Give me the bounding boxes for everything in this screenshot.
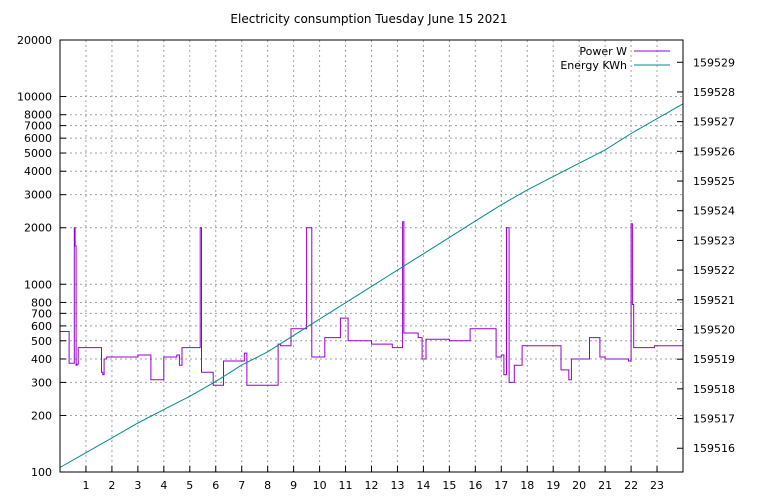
y-right-tick-label: 159522 <box>693 264 735 277</box>
y-left-tick-label: 5000 <box>24 147 52 160</box>
x-tick-label: 4 <box>160 479 167 492</box>
x-tick-label: 18 <box>520 479 534 492</box>
y-right-ticks: 159516 159517 159518 159519 159520 159521 1595… <box>677 56 735 455</box>
y-right-tick-label: 159519 <box>693 353 735 366</box>
y-right-tick-label: 159517 <box>693 413 735 426</box>
y-right-tick-label: 159526 <box>693 145 735 158</box>
y-left-tick-label: 300 <box>31 376 52 389</box>
y-left-tick-label: 600 <box>31 320 52 333</box>
y-left-tick-label: 6000 <box>24 132 52 145</box>
energy-series-line <box>59 103 684 468</box>
x-tick-label: 9 <box>290 479 297 492</box>
y-left-tick-label: 1000 <box>24 278 52 291</box>
y-left-tick-label: 700 <box>31 307 52 320</box>
y-right-tick-label: 159520 <box>693 323 735 336</box>
y-left-tick-label: 2000 <box>24 222 52 235</box>
x-tick-label: 1 <box>82 479 89 492</box>
power-series-line <box>60 221 683 386</box>
y-right-tick-label: 159529 <box>693 56 735 69</box>
x-tick-label: 11 <box>339 479 353 492</box>
y-left-tick-label: 3000 <box>24 189 52 202</box>
plot-frame <box>59 39 684 473</box>
y-left-tick-label: 8000 <box>24 109 52 122</box>
y-left-tick-label: 400 <box>31 353 52 366</box>
x-tick-label: 10 <box>313 479 327 492</box>
y-left-tick-label: 200 <box>31 409 52 422</box>
y-right-tick-label: 159521 <box>693 294 735 307</box>
chart-title: Electricity consumption Tuesday June 15 … <box>230 12 507 26</box>
x-tick-label: 8 <box>264 479 271 492</box>
y-right-tick-label: 159523 <box>693 234 735 247</box>
y-right-tick-label: 159525 <box>693 175 735 188</box>
x-tick-label: 6 <box>212 479 219 492</box>
y-right-tick-label: 159527 <box>693 116 735 129</box>
x-tick-label: 22 <box>624 479 638 492</box>
y-right-tick-label: 159518 <box>693 383 735 396</box>
y-left-tick-label: 500 <box>31 335 52 348</box>
x-tick-label: 23 <box>650 479 664 492</box>
x-tick-label: 15 <box>442 479 456 492</box>
y-left-tick-label: 10000 <box>17 91 52 104</box>
y-left-tick-label: 20000 <box>17 34 52 47</box>
x-tick-label: 14 <box>416 479 430 492</box>
x-tick-label: 20 <box>572 479 586 492</box>
y-right-tick-label: 159528 <box>693 86 735 99</box>
y-left-tick-label: 7000 <box>24 120 52 133</box>
x-tick-label: 17 <box>494 479 508 492</box>
series <box>59 103 684 468</box>
x-tick-label: 2 <box>108 479 115 492</box>
y-left-tick-label: 800 <box>31 296 52 309</box>
x-tick-label: 12 <box>365 479 379 492</box>
x-tick-label: 5 <box>186 479 193 492</box>
x-tick-label: 7 <box>238 479 245 492</box>
x-ticks: 1 2 3 4 5 6 7 8 9 10 11 12 13 14 15 16 17 18 19 20 21 22 23 <box>82 466 664 492</box>
x-tick-label: 13 <box>390 479 404 492</box>
legend: Power W Energy KWh <box>560 45 670 72</box>
legend-label-power: Power W <box>579 45 627 58</box>
x-tick-label: 19 <box>546 479 560 492</box>
x-tick-label: 16 <box>468 479 482 492</box>
legend-label-energy: Energy KWh <box>560 59 627 72</box>
grid <box>60 39 683 473</box>
y-right-tick-label: 159524 <box>693 205 735 218</box>
y-left-tick-label: 100 <box>31 466 52 479</box>
y-right-tick-label: 159516 <box>693 442 735 455</box>
x-tick-label: 21 <box>598 479 612 492</box>
x-tick-label: 3 <box>134 479 141 492</box>
y-left-tick-label: 4000 <box>24 165 52 178</box>
